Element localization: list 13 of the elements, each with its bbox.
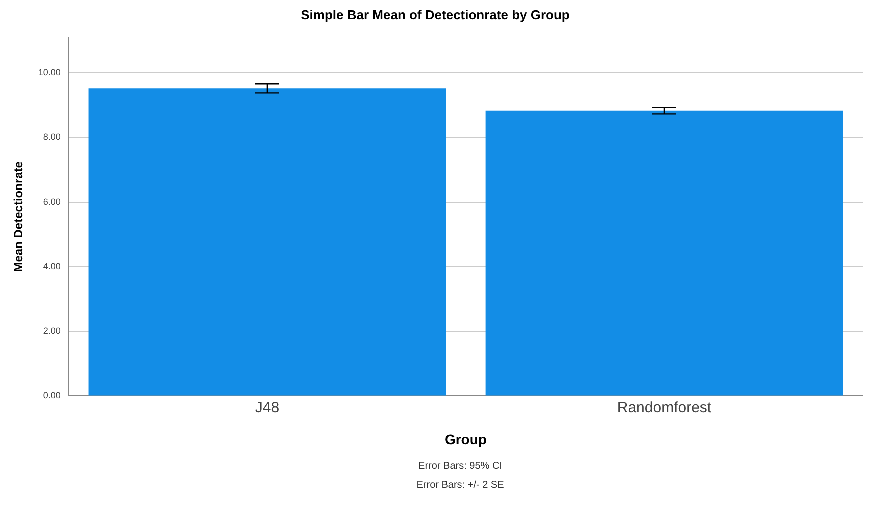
text: Error Bars: 95% CI (418, 461, 504, 472)
y-tick-label: 10.00 (38, 68, 61, 78)
x-tick-label: J48 (255, 399, 280, 416)
y-tick-label: 6.00 (43, 196, 61, 207)
y-tick-label: 4.00 (43, 261, 61, 272)
y-tick-label: 0.00 (43, 390, 61, 401)
text: Error Bars: +/- 2 SE (416, 480, 506, 491)
y-axis-title: Mean Detectionrate (12, 161, 26, 272)
chart-title: Simple Bar Mean of Detectionrate by Group (301, 7, 570, 22)
x-axis-title: Group (444, 431, 487, 448)
y-tick-label: 2.00 (43, 326, 61, 336)
x-tick-label: Randomforest (617, 399, 712, 416)
y-tick-label: 8.00 (43, 132, 61, 142)
